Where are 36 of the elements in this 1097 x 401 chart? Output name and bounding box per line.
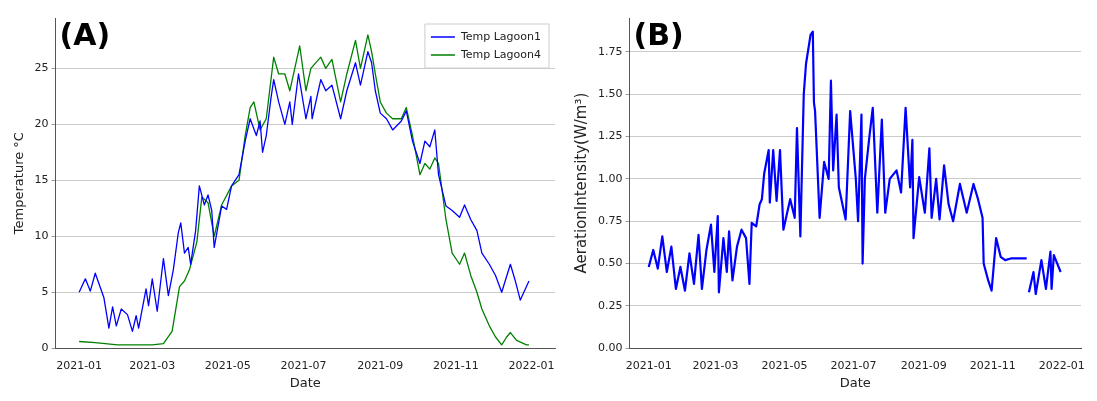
y-axis-title: Temperature °C (11, 132, 27, 236)
x-axis-title: Date (839, 374, 871, 390)
y-tick-label: 15 (34, 173, 49, 187)
chart-title: (A) (59, 16, 111, 52)
y-tick-label: 1.75 (597, 44, 623, 58)
x-axis-title: Date (289, 374, 321, 390)
x-tick-label: 2021-03 (692, 358, 739, 372)
x-tick-label: 2022-01 (508, 358, 555, 372)
y-axis-title: AerationIntensity(W/m³) (571, 92, 590, 274)
y-tick-label: 10 (34, 229, 49, 243)
x-tick-label: 2022-01 (1038, 358, 1085, 372)
chart-title: (B) (633, 16, 684, 52)
x-tick-label: 2021-05 (761, 358, 808, 372)
x-tick-label: 2021-09 (357, 358, 404, 372)
y-tick-label: 5 (41, 285, 49, 299)
y-tick-label: 20 (34, 117, 49, 131)
x-tick-label: 2021-05 (204, 358, 251, 372)
y-tick-label: 1.50 (597, 87, 623, 101)
legend-label: Temp Lagoon4 (459, 47, 541, 61)
legend-label: Temp Lagoon1 (459, 29, 541, 43)
y-tick-label: 1.00 (597, 171, 623, 185)
x-tick-label: 2021-07 (280, 358, 327, 372)
x-tick-label: 2021-11 (432, 358, 479, 372)
x-tick-label: 2021-07 (830, 358, 877, 372)
x-tick-label: 2021-11 (969, 358, 1016, 372)
y-tick-label: 25 (34, 61, 49, 75)
x-tick-label: 2021-09 (900, 358, 947, 372)
y-tick-label: 0.00 (597, 341, 623, 355)
y-tick-label: 0.75 (597, 214, 623, 228)
x-tick-label: 2021-01 (56, 358, 103, 372)
x-tick-label: 2021-01 (625, 358, 672, 372)
y-tick-label: 0.50 (597, 256, 623, 270)
y-tick-label: 1.25 (597, 129, 623, 143)
y-tick-label: 0.25 (597, 298, 623, 312)
y-tick-label: 0 (41, 341, 49, 355)
x-tick-label: 2021-03 (129, 358, 176, 372)
